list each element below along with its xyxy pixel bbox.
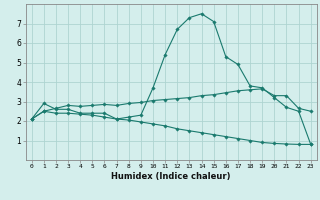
X-axis label: Humidex (Indice chaleur): Humidex (Indice chaleur)	[111, 172, 231, 181]
